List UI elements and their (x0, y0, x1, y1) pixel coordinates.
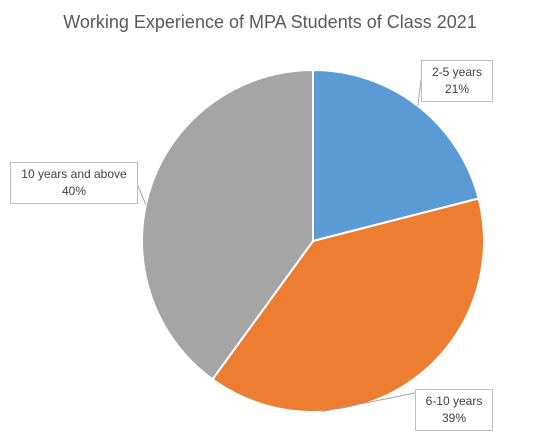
callout-6-10-years: 6-10 years 39% (415, 389, 493, 431)
slice-label: 6-10 years (425, 394, 483, 408)
leader-line (417, 79, 422, 106)
slice-percent: 39% (441, 411, 467, 425)
callout-2-5-years: 2-5 years 21% (421, 60, 493, 102)
pie-slices (141, 68, 485, 413)
leader-line (320, 391, 421, 413)
leader-line (137, 185, 147, 205)
slice-percent: 40% (61, 184, 87, 198)
slice-label: 10 years and above (21, 167, 127, 181)
slice-percent: 21% (444, 82, 470, 96)
slice-label: 2-5 years (431, 65, 483, 79)
chart-title: Working Experience of MPA Students of Cl… (63, 12, 477, 32)
pie-slice-2-5-years (312, 68, 480, 243)
leader-lines (137, 79, 422, 413)
callout-10-years-and-above: 10 years and above 40% (10, 162, 138, 204)
pie-slice-6-10-years (211, 197, 485, 413)
pie-slice-10-years-and-above (141, 68, 314, 381)
